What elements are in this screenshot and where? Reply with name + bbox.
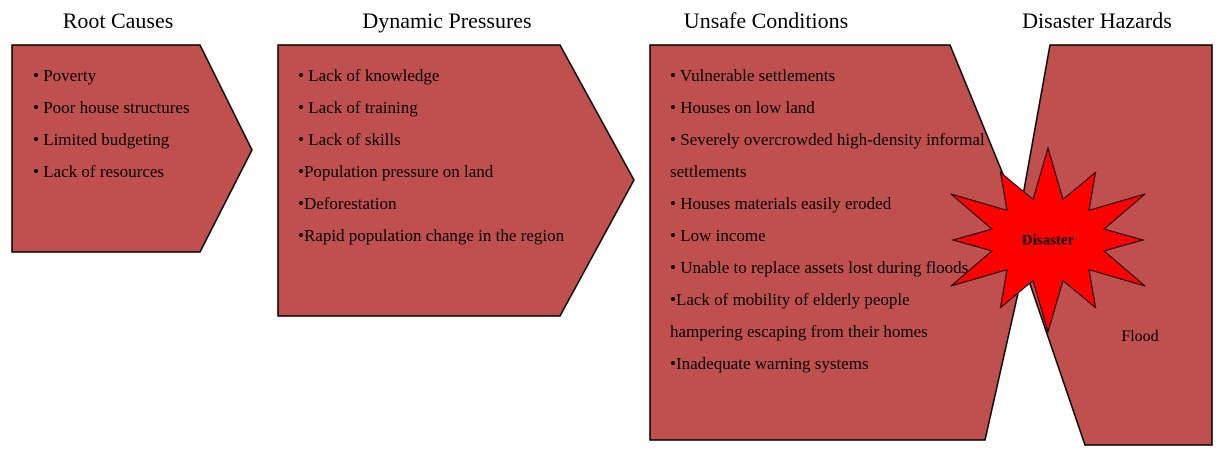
root-causes-shape: [11, 44, 253, 253]
list-item: • Lack of training: [298, 98, 418, 117]
list-item: • Low income: [670, 226, 766, 245]
list-item: • Limited budgeting: [33, 130, 170, 149]
list-item: • Poor house structures: [33, 98, 190, 117]
column-heading: Disaster Hazards: [1022, 8, 1172, 33]
list-item: • Lack of resources: [33, 162, 165, 181]
column-heading: Dynamic Pressures: [362, 8, 532, 33]
hazard-label: Flood: [1121, 328, 1159, 345]
list-item: • Houses materials easily eroded: [670, 194, 892, 213]
item-list: • Poverty • Poor house structures • Limite…: [33, 60, 203, 188]
item-list: • Lack of knowledge • Lack of training • L…: [298, 60, 568, 252]
dynamic-pressures-shape: [277, 44, 635, 317]
list-item: • Houses on low land: [670, 98, 815, 117]
column-heading: Unsafe Conditions: [683, 8, 849, 33]
list-item: •Population pressure on land: [298, 162, 494, 181]
burst-label: Disaster: [1022, 232, 1075, 248]
list-item: • Vulnerable settlements: [670, 66, 836, 85]
list-item: • Lack of skills: [298, 130, 401, 149]
list-item: •Deforestation: [298, 194, 397, 213]
list-item: •Inadequate warning systems: [670, 354, 869, 373]
list-item: • Poverty: [33, 66, 97, 85]
list-item: • Lack of knowledge: [298, 66, 440, 85]
column-heading: Root Causes: [62, 8, 174, 33]
list-item: •Rapid population change in the region: [298, 226, 565, 245]
item-list: • Vulnerable settlements • Houses on low …: [670, 60, 985, 380]
disaster-burst: [950, 146, 1146, 334]
unsafe-conditions-shape: [649, 44, 1031, 441]
list-item: •Lack of mobility of elderly people hamp…: [670, 290, 928, 341]
list-item: • Unable to replace assets lost during f…: [670, 258, 969, 277]
list-item: • Severely overcrowded high-density info…: [670, 130, 985, 181]
